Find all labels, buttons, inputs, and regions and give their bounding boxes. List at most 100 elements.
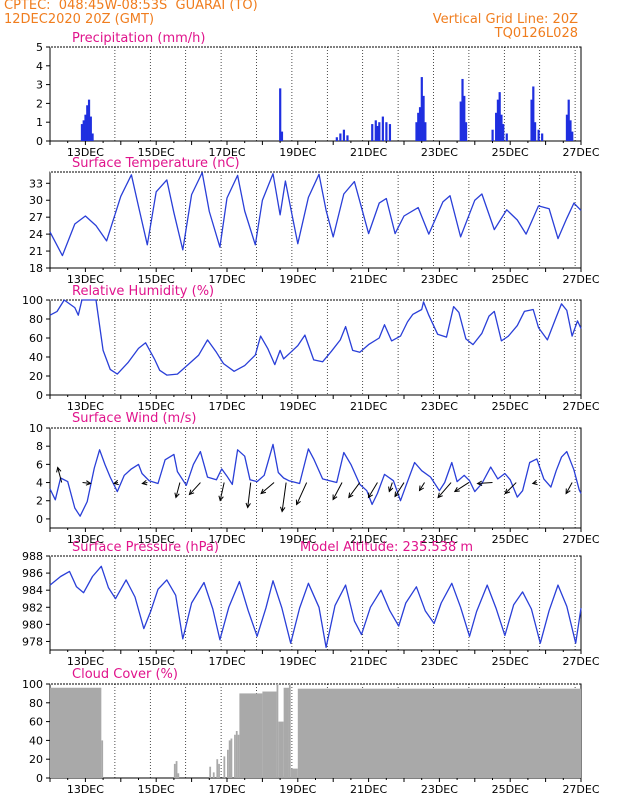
y-tick-label: 24 [29,228,43,241]
precip-bar [388,124,392,141]
precip-bar [84,114,87,141]
cloud-bar [288,684,291,778]
precip-bar [418,107,422,141]
wind-arrow-head [332,494,338,501]
panel-frame [49,555,582,651]
wind-arrow [247,482,252,508]
grid-line-note: Vertical Grid Line: 20Z [432,12,578,27]
x-tick-label: 15DEC [138,273,175,286]
x-tick-label: 21DEC [350,273,387,286]
wind-arrow-head [437,492,443,499]
x-tick-label: 17DEC [208,783,245,796]
x-tick-label: 17DEC [208,533,245,546]
wind-arrow-head [418,485,425,492]
panel-5 [46,555,582,654]
precip-bar [420,77,423,141]
wind-arrow-head [112,479,119,486]
x-tick-label: 17DEC [208,273,245,286]
x-tick-label: 13DEC [67,146,104,159]
panel-1 [46,46,582,145]
panel-title: Surface Temperature (nC) [72,156,240,171]
y-tick-label: 100 [22,294,43,307]
precip-bar [496,99,500,141]
wind-arrow-head [295,499,301,506]
panel-frame [49,171,582,269]
wind-arrow [419,482,425,491]
cloud-bar [283,687,289,778]
y-tick-label: 40 [29,351,43,364]
wind-arrow-head [531,479,538,486]
x-tick-label: 13DEC [67,533,104,546]
x-tick-label: 17DEC [208,400,245,413]
precip-bar [571,131,574,141]
y-tick-label: 988 [22,550,43,563]
precip-bar [91,133,94,141]
x-tick-label: 23DEC [421,655,458,668]
cloud-bar [237,734,240,778]
precip-bar [541,133,544,141]
y-tick-label: 0 [36,772,43,785]
x-tick-label: 13DEC [67,273,104,286]
x-tick-label: 25DEC [492,783,529,796]
wind-arrow-head [388,486,394,493]
wind-arrow [565,482,573,494]
y-tick-label: 3 [36,79,43,92]
cloud-bar [276,684,279,778]
x-tick-label: 25DEC [492,146,529,159]
panel-frame [49,427,582,529]
wind-arrow [388,482,393,492]
x-tick-label: 19DEC [279,146,316,159]
cloud-bar [175,761,178,778]
cloud-bar [230,738,233,778]
precip-bar [346,135,349,141]
series-line [49,443,582,517]
y-tick-label: 978 [22,635,43,648]
y-tick-label: 10 [29,422,43,435]
precip-bar [415,122,418,141]
x-tick-label: 25DEC [492,273,529,286]
x-tick-label: 25DEC [492,655,529,668]
panel-3 [46,299,582,399]
x-tick-label: 21DEC [350,400,387,413]
cloud-bar [177,773,180,778]
wind-arrow [454,482,470,492]
cloud-bar [278,721,284,778]
precip-bar [279,88,282,141]
cloud-bar [209,766,212,778]
cloud-bar [101,740,104,778]
precip-bar [417,112,420,141]
y-tick-label: 0 [36,389,43,402]
precip-bar [89,116,92,141]
x-tick-label: 23DEC [421,273,458,286]
wind-arrow-head [260,488,267,495]
panel-frame [49,299,582,396]
cloud-bar [297,688,581,778]
x-tick-label: 15DEC [138,783,175,796]
y-tick-label: 5 [36,41,43,54]
precip-bar [537,129,540,141]
precip-bar [376,125,379,141]
y-tick-label: 60 [29,716,43,729]
cloud-bar [262,691,277,778]
x-tick-label: 27DEC [562,655,599,668]
x-tick-label: 13DEC [67,655,104,668]
precip-bar [82,120,85,141]
x-tick-label: 21DEC [350,655,387,668]
wind-arrow [82,482,91,485]
wind-arrow [189,482,201,495]
wind-arrow [57,467,63,483]
cloud-bar [216,759,219,778]
y-tick-label: 80 [29,313,43,326]
x-tick-label: 27DEC [562,533,599,546]
x-tick-label: 27DEC [562,400,599,413]
precip-bar [424,122,427,141]
precip-bar [86,105,89,141]
panel-4 [46,427,582,532]
wind-arrow [219,482,225,501]
y-tick-label: 4 [36,477,43,490]
precip-bar [385,122,388,141]
x-tick-label: 17DEC [208,655,245,668]
cloud-bar [212,772,215,778]
x-tick-label: 19DEC [279,400,316,413]
